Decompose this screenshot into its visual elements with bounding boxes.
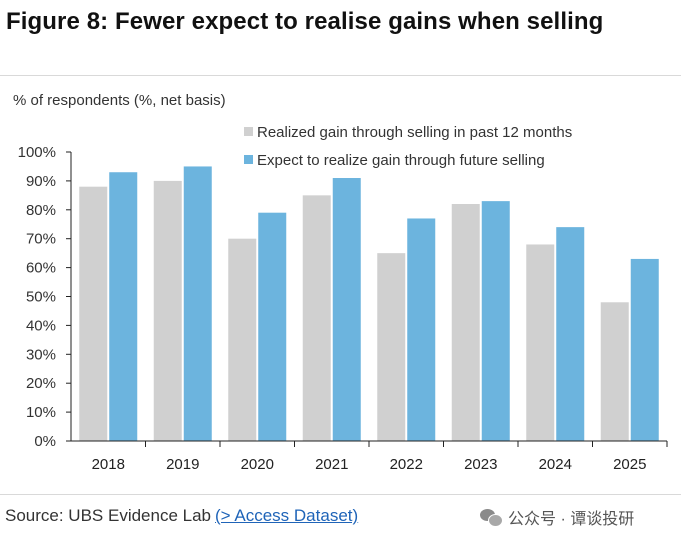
y-tick-label: 0% <box>34 433 56 450</box>
bar-expect-2020 <box>258 212 287 441</box>
y-axis-label: % of respondents (%, net basis) <box>13 92 226 109</box>
x-tick-label: 2023 <box>464 456 497 473</box>
bar-expect-2018 <box>109 172 138 442</box>
y-tick-label: 50% <box>26 289 56 306</box>
bar-expect-2024 <box>556 227 585 441</box>
bar-realized-2024 <box>526 244 555 441</box>
y-tick-label: 80% <box>26 202 56 219</box>
y-tick-label: 10% <box>26 404 56 421</box>
y-tick-label: 20% <box>26 375 56 392</box>
y-tick-label: 30% <box>26 346 56 363</box>
source-line: Source: UBS Evidence Lab (> Access Datase… <box>5 506 358 526</box>
legend-swatch-realized <box>244 127 253 136</box>
bottom-divider <box>0 494 681 495</box>
legend-label-realized: Realized gain through selling in past 12… <box>257 124 572 141</box>
bar-expect-2021 <box>332 178 361 441</box>
bar-realized-2018 <box>79 186 108 441</box>
watermark: 公众号 · 谭谈投研 <box>480 505 634 529</box>
x-tick-label: 2020 <box>241 456 274 473</box>
access-dataset-link[interactable]: (> Access Dataset) <box>215 506 359 525</box>
y-tick-label: 70% <box>26 231 56 248</box>
bar-expect-2023 <box>481 201 510 441</box>
bar-expect-2022 <box>407 218 436 441</box>
x-tick-label: 2025 <box>613 456 646 473</box>
y-tick-label: 40% <box>26 317 56 334</box>
bar-expect-2019 <box>183 166 212 441</box>
wechat-icon <box>480 508 503 527</box>
y-tick-label: 100% <box>18 144 56 161</box>
watermark-text: 公众号 · 谭谈投研 <box>508 511 635 528</box>
x-tick-label: 2022 <box>390 456 423 473</box>
legend-swatch-expect <box>244 155 253 164</box>
figure-title: Figure 8: Fewer expect to realise gains … <box>6 8 604 35</box>
bar-expect-2025 <box>630 258 659 441</box>
source-text: Source: UBS Evidence Lab <box>5 506 212 525</box>
bar-realized-2020 <box>228 238 257 441</box>
legend-label-expect: Expect to realize gain through future se… <box>257 152 545 169</box>
bar-realized-2021 <box>302 195 331 441</box>
bar-realized-2025 <box>600 302 629 441</box>
x-tick-label: 2018 <box>92 456 125 473</box>
bar-realized-2019 <box>153 180 182 441</box>
y-tick-label: 60% <box>26 260 56 277</box>
x-tick-label: 2019 <box>166 456 199 473</box>
bar-chart: 0% 10% 20% 30% 40% 50% 60% 70% 80% 90% 100% 2018 201… <box>18 124 668 473</box>
x-tick-label: 2024 <box>539 456 572 473</box>
top-divider <box>0 75 681 76</box>
bar-realized-2022 <box>377 253 406 441</box>
bar-realized-2023 <box>451 204 480 441</box>
x-tick-label: 2021 <box>315 456 348 473</box>
y-tick-label: 90% <box>26 173 56 190</box>
